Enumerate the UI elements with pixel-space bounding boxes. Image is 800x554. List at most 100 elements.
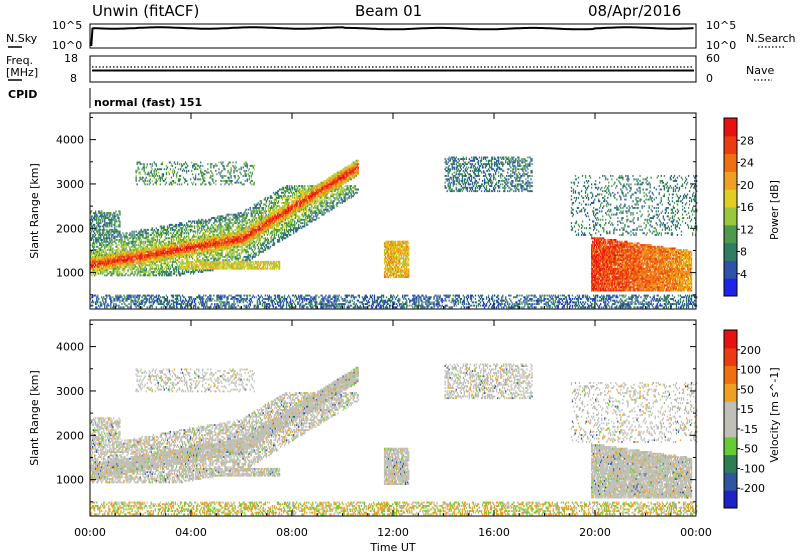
heatmap-cell (157, 298, 159, 300)
heatmap-cell (208, 227, 210, 230)
heatmap-cell (155, 181, 157, 184)
heatmap-cell (249, 254, 251, 257)
heatmap-cell (173, 247, 176, 250)
heatmap-cell (166, 299, 169, 302)
heatmap-cell (90, 252, 92, 255)
heatmap-cell (198, 260, 200, 263)
heatmap-cell (224, 301, 226, 304)
heatmap-cell (162, 269, 164, 272)
heatmap-cell (183, 252, 186, 255)
heatmap-cell (154, 299, 156, 302)
heatmap-cell (101, 240, 103, 243)
heatmap-cell (150, 252, 152, 255)
heatmap-cell (132, 237, 134, 240)
heatmap-cell (179, 232, 182, 235)
heatmap-cell (146, 260, 148, 263)
heatmap-cell (138, 271, 140, 273)
heatmap-cell (176, 235, 179, 238)
heatmap-cell (111, 262, 113, 265)
heatmap-cell (213, 181, 215, 184)
heatmap-cell (178, 294, 181, 297)
heatmap-cell (178, 239, 181, 241)
heatmap-cell (211, 171, 213, 174)
heatmap-cell (198, 266, 200, 268)
heatmap-cell (99, 215, 101, 218)
heatmap-cell (186, 222, 188, 225)
nsky-tick-bottom: 10^0 (52, 39, 82, 52)
heatmap-cell (116, 250, 118, 253)
heatmap-cell (120, 260, 122, 263)
heatmap-cell (108, 242, 110, 245)
heatmap-cell (227, 298, 229, 300)
heatmap-cell (164, 272, 166, 275)
heatmap-cell (169, 245, 172, 248)
heatmap-cell (110, 247, 112, 250)
heatmap-cell (145, 237, 147, 240)
heatmap-cell (90, 298, 92, 300)
heatmap-cell (110, 228, 112, 231)
heatmap-cell (136, 296, 138, 299)
nave-tick-bottom: 0 (706, 72, 713, 85)
heatmap-cell (96, 220, 98, 223)
heatmap-cell (224, 260, 226, 263)
heatmap-cell (96, 255, 98, 258)
heatmap-cell (257, 245, 259, 248)
heatmap-cell (191, 254, 193, 257)
heatmap-cell (139, 259, 141, 262)
heatmap-cell (103, 301, 105, 304)
heatmap-cell (160, 247, 162, 250)
heatmap-cell (184, 242, 187, 245)
heatmap-cell (181, 301, 184, 304)
heatmap-cell (217, 298, 219, 300)
heatmap-cell (107, 254, 109, 257)
heatmap-cell (190, 250, 192, 253)
heatmap-cell (223, 166, 225, 169)
heatmap-cell (131, 252, 133, 255)
heatmap-cell (164, 255, 166, 258)
heatmap-cell (167, 262, 170, 265)
heatmap-cell (237, 304, 239, 307)
heatmap-cell (104, 274, 106, 277)
heatmap-cell (116, 272, 118, 275)
heatmap-cell (169, 227, 172, 230)
heatmap-cell (179, 266, 182, 268)
heatmap-cell (180, 306, 183, 309)
heatmap-cell (92, 215, 94, 218)
heatmap-cell (188, 244, 190, 246)
heatmap-cell (189, 299, 191, 302)
heatmap-cell (192, 230, 194, 233)
heatmap-cell (212, 225, 214, 228)
heatmap-cell (152, 264, 154, 267)
heatmap-cell (134, 301, 136, 304)
heatmap-cell (202, 298, 204, 300)
heatmap-cell (193, 235, 195, 238)
heatmap-cell (146, 235, 148, 238)
heatmap-cell (258, 266, 260, 268)
heatmap-cell (211, 303, 213, 305)
heatmap-cell (197, 168, 199, 171)
heatmap-cell (93, 250, 95, 253)
heatmap-cell (239, 254, 241, 257)
heatmap-cell (254, 242, 256, 245)
heatmap-cell (122, 247, 124, 250)
heatmap-cell (147, 257, 149, 260)
heatmap-cell (142, 244, 144, 246)
heatmap-cell (171, 257, 174, 260)
heatmap-cell (105, 301, 107, 304)
heatmap-cell (103, 269, 105, 272)
heatmap-cell (138, 304, 140, 307)
heatmap-cell (232, 306, 234, 309)
heatmap-cell (198, 173, 200, 176)
heatmap-cell (178, 247, 181, 250)
heatmap-cell (243, 294, 245, 297)
heatmap-cell (236, 252, 238, 255)
heatmap-cell (179, 303, 182, 305)
heatmap-cell (114, 237, 116, 240)
heatmap-cell (127, 239, 129, 241)
heatmap-cell (152, 254, 154, 257)
heatmap-cell (114, 249, 116, 251)
heatmap-cell (194, 178, 196, 181)
heatmap-cell (225, 306, 227, 309)
heatmap-cell (184, 166, 187, 169)
heatmap-cell (214, 164, 216, 167)
